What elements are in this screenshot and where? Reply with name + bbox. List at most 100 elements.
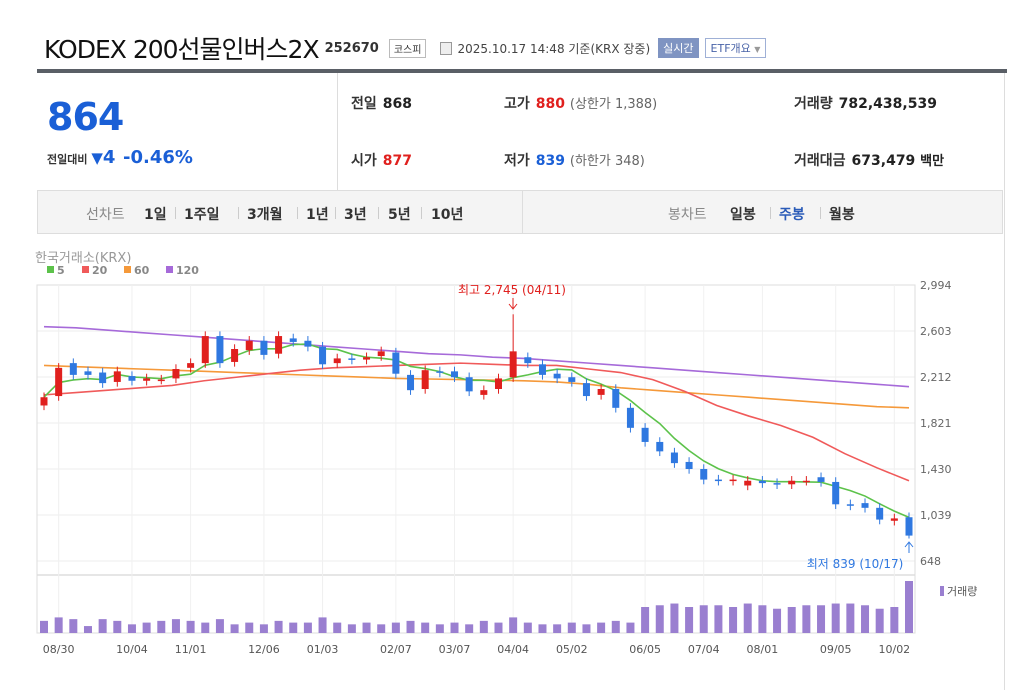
candle-body [670,452,678,464]
candle-body [905,517,913,536]
candle-body [407,374,415,391]
tab-3m[interactable]: 3개월 [247,207,283,223]
candle-body [553,373,561,379]
change-value: 4 [102,147,116,168]
value: 880 [535,96,565,112]
volume-bar [538,624,547,633]
candle-body [494,378,502,389]
x-tick-label: 08/01 [747,643,779,656]
candle-body [451,371,459,378]
ma20-line [43,362,910,482]
chart-legend: 5 20 60 120 [47,264,199,277]
candle-body [480,390,488,395]
price-change: 전일대비 ▼4 -0.46% [47,147,193,168]
volume-bar [362,622,371,633]
tab-monthly[interactable]: 월봉 [829,207,855,223]
volume-bar [597,622,606,633]
x-tick-label: 06/05 [629,643,661,656]
min-annotation: 최저 839 (10/17) [807,541,914,571]
y-tick-label: 2,603 [920,325,952,338]
volume-bar [641,607,650,633]
x-tick-label: 10/02 [878,643,910,656]
open-price: 시가 877 [351,150,412,170]
candle-body [128,376,136,381]
legend-label-60: 60 [134,264,150,277]
tab-3y[interactable]: 3년 [344,207,367,223]
chevron-down-icon: ▼ [754,45,761,54]
candle-body [363,357,371,360]
volume-bar [289,622,298,633]
tab-5y[interactable]: 5년 [388,207,411,223]
tab-weekly[interactable]: 주봉 [779,207,805,223]
candle-body [84,371,92,375]
volume-bar [861,605,870,633]
candle-body [260,340,268,355]
volume-bar [817,605,826,633]
volume-bar [230,624,239,633]
volume-bar [215,619,224,633]
y-tick-label: 1,039 [920,509,952,522]
candle-body [113,371,121,382]
tab-1d[interactable]: 1일 [144,207,167,223]
candle-body [377,351,385,357]
quote-panel: 864 전일대비 ▼4 -0.46% 전일 868 시가 877 고가 880 (상한… [37,73,1003,191]
x-tick-label: 12/06 [248,643,280,656]
volume-bar [245,622,254,633]
x-tick-label: 04/04 [497,643,529,656]
volume-bar [802,605,811,633]
realtime-button[interactable]: 실시간 [658,38,699,58]
legend-label-120: 120 [176,264,199,277]
max-label: 최고 2,745 (04/11) [458,283,566,297]
tab-daily[interactable]: 일봉 [730,207,756,223]
legend-label-20: 20 [92,264,108,277]
volume-bar [846,603,855,633]
divider [1004,73,1005,690]
volume-label: 거래량 [947,585,977,598]
volume-bar [494,622,503,633]
down-arrow-icon: ▼ [91,149,103,167]
candle-body [509,351,517,378]
divider [37,69,1007,73]
price-chart[interactable]: 한국거래소(KRX) 5 20 60 120 2,994 2,603 2,212 1,821… [0,235,1000,690]
volume-bar [626,622,635,633]
legend-swatch-120 [166,266,173,273]
volume-bar [567,622,576,633]
volume-bar [274,620,283,633]
tab-10y[interactable]: 10년 [431,207,464,223]
line-chart-label: 선차트 [86,207,125,223]
volume-bar [127,624,136,633]
volume-bar [875,608,884,633]
volume-bar [406,620,415,633]
candle-body [348,358,356,360]
x-tick-label: 09/05 [820,643,852,656]
candle-body [700,469,708,480]
tab-1y[interactable]: 1년 [306,207,329,223]
volume-bar [435,624,444,633]
legend-swatch-5 [47,266,54,273]
candle-body [231,349,239,362]
volume: 거래량 782,438,539 [794,93,937,113]
down-arrow-icon [508,298,518,310]
volume-bar [54,617,63,633]
volume-bar [890,607,899,633]
candle-body [714,479,722,482]
candle-body [40,397,48,406]
volume-bar [714,605,723,633]
label: 거래량 [794,96,833,112]
volume-bar [758,605,767,633]
high-price: 고가 880 (상한가 1,388) [504,93,657,113]
volume-bar [509,617,518,633]
volume-bar [611,620,620,633]
tab-1w[interactable]: 1주일 [184,207,220,223]
x-tick-label: 02/07 [380,643,412,656]
candle-body [802,480,810,483]
etf-overview-dropdown[interactable]: ETF개요 ▼ [704,38,767,58]
candle-body [289,338,297,342]
value: 839 [535,153,565,169]
candle-body [465,377,473,392]
candle-body [143,378,151,381]
stock-code: 252670 [324,40,379,56]
candle-body [333,358,341,364]
x-tick-label: 07/04 [688,643,720,656]
candle-body [656,441,664,452]
